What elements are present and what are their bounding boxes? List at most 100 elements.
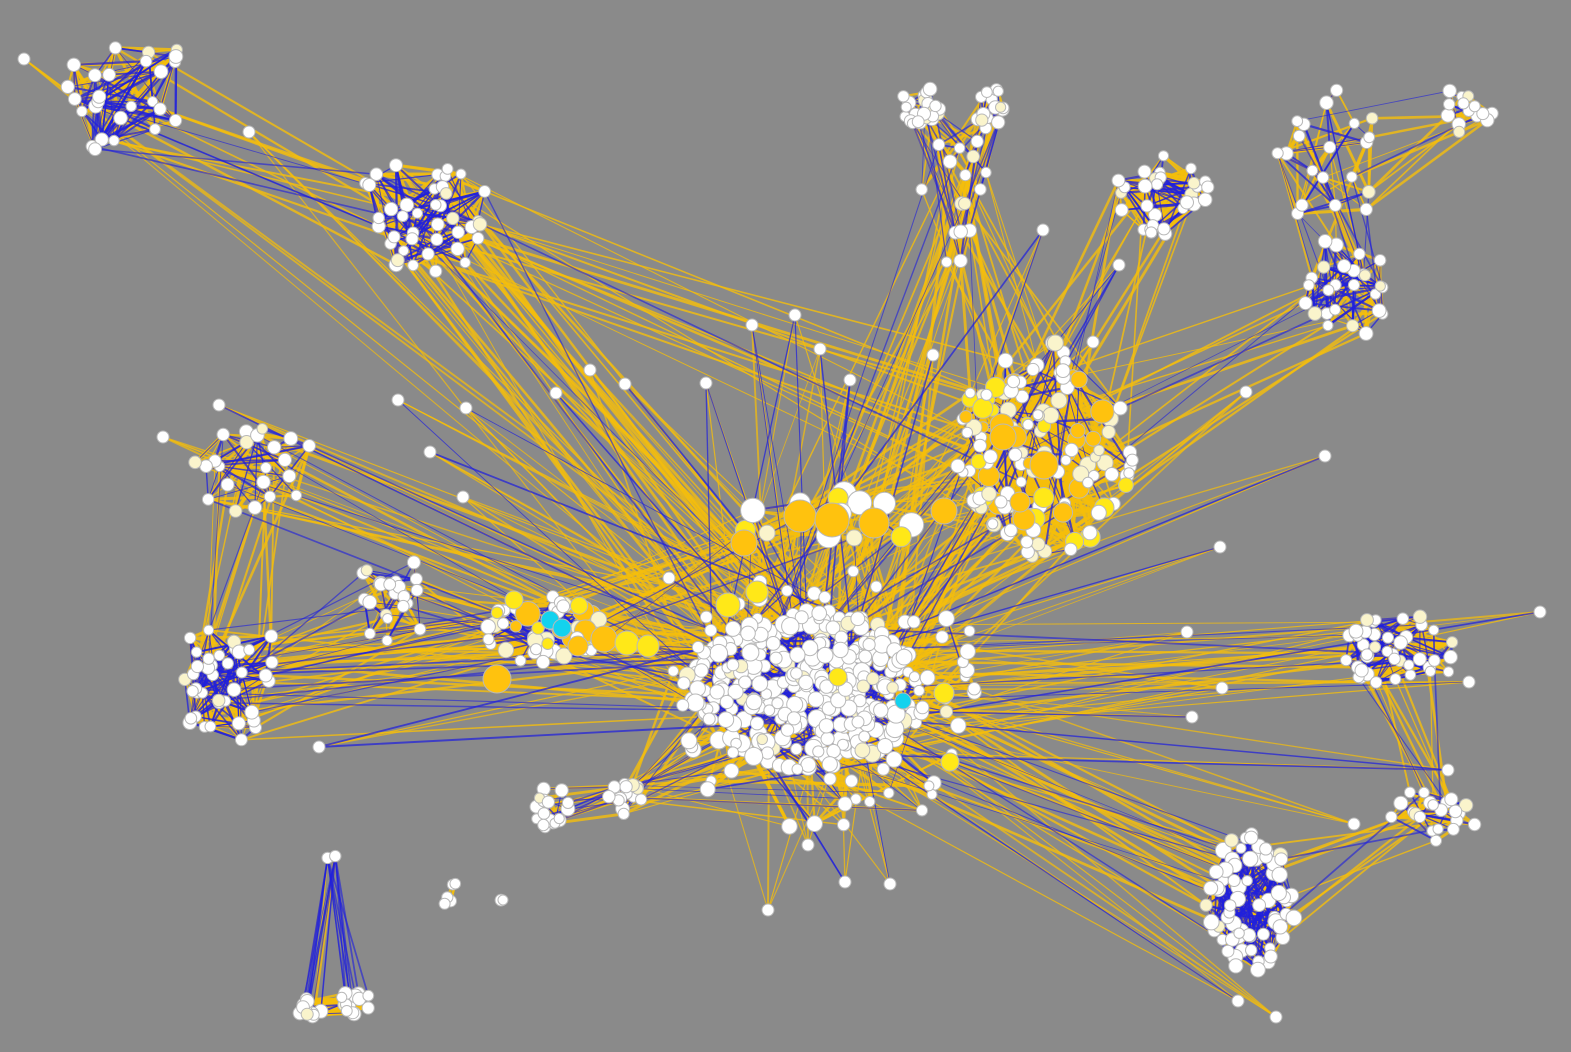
graph-node[interactable] — [818, 718, 835, 734]
graph-node[interactable] — [1055, 363, 1071, 379]
graph-node[interactable] — [515, 601, 541, 627]
graph-node[interactable] — [383, 578, 397, 591]
graph-node[interactable] — [765, 636, 781, 651]
graph-node[interactable] — [870, 580, 883, 593]
graph-node[interactable] — [1090, 399, 1115, 424]
graph-node[interactable] — [790, 742, 803, 756]
graph-node[interactable] — [694, 663, 709, 678]
graph-node[interactable] — [555, 647, 573, 665]
graph-node[interactable] — [890, 526, 912, 548]
graph-node[interactable] — [1197, 192, 1213, 207]
graph-node[interactable] — [726, 746, 740, 759]
graph-node[interactable] — [1365, 112, 1379, 125]
graph-node[interactable] — [1346, 171, 1358, 183]
graph-node[interactable] — [441, 163, 454, 175]
graph-node[interactable] — [202, 652, 215, 665]
graph-node[interactable] — [1263, 949, 1278, 964]
graph-node[interactable] — [980, 388, 993, 401]
graph-node[interactable] — [791, 763, 804, 776]
graph-node[interactable] — [413, 623, 427, 636]
graph-node[interactable] — [188, 455, 202, 470]
graph-node[interactable] — [1403, 659, 1415, 671]
graph-node[interactable] — [1427, 799, 1439, 811]
graph-node[interactable] — [915, 183, 928, 196]
periph-13[interactable] — [813, 342, 827, 356]
graph-node[interactable] — [1060, 454, 1072, 466]
graph-node[interactable] — [973, 438, 987, 453]
periph-24[interactable] — [1215, 681, 1229, 695]
graph-node[interactable] — [362, 594, 378, 610]
graph-node[interactable] — [897, 90, 910, 103]
graph-node[interactable] — [472, 217, 488, 232]
graph-node[interactable] — [282, 469, 297, 484]
graph-node[interactable] — [758, 524, 776, 542]
graph-node[interactable] — [760, 746, 775, 760]
graph-node[interactable] — [265, 655, 279, 669]
graph-node[interactable] — [256, 423, 269, 435]
graph-node[interactable] — [455, 168, 467, 180]
graph-node[interactable] — [1104, 467, 1120, 482]
graph-node[interactable] — [1125, 453, 1139, 467]
graph-node[interactable] — [858, 730, 871, 743]
graph-node[interactable] — [1298, 296, 1313, 311]
graph-node[interactable] — [1373, 253, 1387, 267]
graph-node[interactable] — [234, 733, 248, 747]
graph-node[interactable] — [823, 772, 837, 786]
periph-15[interactable] — [926, 348, 940, 362]
graph-node[interactable] — [1432, 823, 1444, 835]
graph-node[interactable] — [806, 815, 823, 833]
graph-node[interactable] — [923, 780, 935, 792]
graph-node[interactable] — [1250, 961, 1266, 978]
graph-node[interactable] — [1033, 487, 1055, 508]
graph-node[interactable] — [677, 676, 691, 691]
periph-33[interactable] — [1269, 1010, 1283, 1024]
graph-node[interactable] — [740, 497, 766, 524]
graph-node[interactable] — [911, 115, 925, 129]
graph-node[interactable] — [1235, 842, 1247, 854]
graph-node[interactable] — [862, 638, 876, 652]
graph-node[interactable] — [1020, 535, 1034, 549]
graph-node[interactable] — [1101, 424, 1116, 440]
graph-node[interactable] — [108, 41, 123, 55]
graph-node[interactable] — [876, 738, 894, 755]
graph-node[interactable] — [216, 427, 230, 442]
graph-node[interactable] — [1323, 140, 1337, 154]
graph-node[interactable] — [826, 743, 841, 759]
graph-node[interactable] — [1295, 198, 1309, 212]
graph-node[interactable] — [541, 795, 556, 809]
graph-node[interactable] — [704, 623, 718, 637]
graph-node[interactable] — [459, 256, 471, 269]
graph-node[interactable] — [1316, 171, 1330, 184]
periph-31[interactable] — [1347, 817, 1361, 831]
graph-node[interactable] — [1208, 864, 1224, 880]
graph-node[interactable] — [953, 142, 966, 154]
graph-node[interactable] — [856, 679, 871, 694]
graph-node[interactable] — [915, 700, 930, 715]
graph-node[interactable] — [1179, 195, 1195, 210]
graph-node[interactable] — [1424, 665, 1437, 678]
graph-node[interactable] — [1428, 624, 1440, 636]
graph-node[interactable] — [381, 634, 393, 647]
graph-node[interactable] — [264, 629, 279, 644]
amber-hub-1[interactable] — [730, 529, 758, 557]
graph-node[interactable] — [231, 716, 246, 731]
graph-node[interactable] — [873, 702, 889, 718]
periph-17[interactable] — [1112, 258, 1126, 272]
graph-node[interactable] — [740, 625, 756, 642]
graph-node[interactable] — [1006, 374, 1021, 389]
graph-node[interactable] — [1227, 874, 1241, 887]
graph-node[interactable] — [1412, 609, 1428, 624]
graph-node[interactable] — [478, 185, 492, 198]
graph-node[interactable] — [667, 665, 679, 677]
graph-node[interactable] — [1374, 280, 1386, 292]
graph-node[interactable] — [226, 682, 242, 698]
amber-hub-7[interactable] — [989, 423, 1017, 451]
graph-node[interactable] — [302, 439, 317, 453]
graph-node[interactable] — [1241, 875, 1253, 887]
graph-node[interactable] — [790, 667, 803, 680]
graph-node[interactable] — [497, 894, 509, 906]
graph-node[interactable] — [1157, 150, 1170, 162]
graph-node[interactable] — [1361, 185, 1376, 199]
graph-node[interactable] — [1468, 100, 1481, 113]
